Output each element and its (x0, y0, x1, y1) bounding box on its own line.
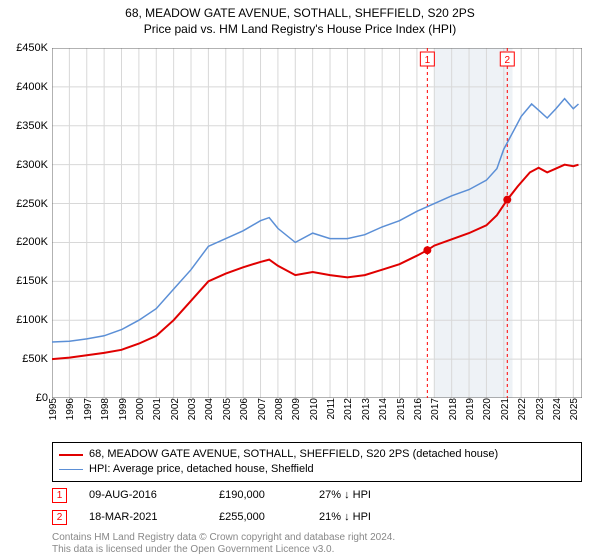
x-tick-label: 1995 (48, 398, 59, 420)
x-tick-label: 2006 (239, 398, 250, 420)
y-tick-label: £50K (22, 353, 48, 365)
x-tick-label: 2000 (135, 398, 146, 420)
legend-label: HPI: Average price, detached house, Shef… (89, 462, 314, 477)
y-tick-label: £350K (16, 120, 48, 132)
shaded-band (434, 48, 512, 398)
x-tick-label: 2004 (204, 398, 215, 420)
sale-price: £190,000 (219, 489, 319, 501)
sale-marker-number: 2 (504, 55, 510, 66)
x-tick-label: 2010 (309, 398, 320, 420)
chart-svg: 12 (52, 48, 582, 398)
footer-line2: This data is licensed under the Open Gov… (52, 544, 395, 556)
y-tick-label: £150K (16, 275, 48, 287)
x-tick-label: 2003 (187, 398, 198, 420)
x-tick-label: 2005 (222, 398, 233, 420)
title-address: 68, MEADOW GATE AVENUE, SOTHALL, SHEFFIE… (0, 6, 600, 20)
x-tick-label: 1997 (83, 398, 94, 420)
x-tick-label: 2014 (378, 398, 389, 420)
footer-attribution: Contains HM Land Registry data © Crown c… (52, 532, 395, 556)
x-tick-label: 2020 (482, 398, 493, 420)
legend-row: 68, MEADOW GATE AVENUE, SOTHALL, SHEFFIE… (59, 447, 575, 462)
y-tick-label: £100K (16, 314, 48, 326)
x-tick-label: 2001 (152, 398, 163, 420)
legend-label: 68, MEADOW GATE AVENUE, SOTHALL, SHEFFIE… (89, 447, 498, 462)
x-tick-label: 2013 (361, 398, 372, 420)
sale-date: 09-AUG-2016 (89, 489, 219, 501)
x-tick-label: 2021 (500, 398, 511, 420)
legend-swatch (59, 454, 83, 456)
sale-hpi-comparison: 21% ↓ HPI (319, 511, 429, 523)
chart-container: 68, MEADOW GATE AVENUE, SOTHALL, SHEFFIE… (0, 0, 600, 560)
x-tick-label: 1998 (100, 398, 111, 420)
x-tick-label: 2009 (291, 398, 302, 420)
sale-marker-number: 1 (425, 55, 431, 66)
x-tick-label: 2018 (448, 398, 459, 420)
y-tick-label: £250K (16, 198, 48, 210)
x-tick-label: 2012 (343, 398, 354, 420)
sale-point (423, 246, 431, 254)
sale-hpi-comparison: 27% ↓ HPI (319, 489, 429, 501)
y-tick-label: £200K (16, 236, 48, 248)
legend-swatch (59, 469, 83, 470)
x-tick-label: 2016 (413, 398, 424, 420)
sale-point (503, 196, 511, 204)
y-tick-label: £300K (16, 159, 48, 171)
x-tick-label: 2008 (274, 398, 285, 420)
x-tick-label: 2022 (517, 398, 528, 420)
x-tick-label: 2017 (430, 398, 441, 420)
x-tick-label: 1999 (118, 398, 129, 420)
sale-number-box: 2 (52, 510, 67, 525)
x-tick-label: 2023 (535, 398, 546, 420)
sale-number-box: 1 (52, 488, 67, 503)
title-subtitle: Price paid vs. HM Land Registry's House … (0, 22, 600, 36)
x-tick-label: 2011 (326, 398, 337, 420)
y-tick-label: £0 (36, 392, 48, 404)
x-tick-label: 2024 (552, 398, 563, 420)
sale-row: 1 09-AUG-2016 £190,000 27% ↓ HPI (52, 484, 582, 506)
legend-row: HPI: Average price, detached house, Shef… (59, 462, 575, 477)
sales-table: 1 09-AUG-2016 £190,000 27% ↓ HPI 2 18-MA… (52, 484, 582, 528)
sale-row: 2 18-MAR-2021 £255,000 21% ↓ HPI (52, 506, 582, 528)
x-tick-label: 2015 (396, 398, 407, 420)
footer-line1: Contains HM Land Registry data © Crown c… (52, 532, 395, 544)
x-tick-label: 2019 (465, 398, 476, 420)
x-tick-label: 2007 (257, 398, 268, 420)
title-block: 68, MEADOW GATE AVENUE, SOTHALL, SHEFFIE… (0, 0, 600, 36)
x-tick-label: 2025 (569, 398, 580, 420)
legend-box: 68, MEADOW GATE AVENUE, SOTHALL, SHEFFIE… (52, 442, 582, 482)
x-tick-label: 2002 (170, 398, 181, 420)
chart-plot-area: 12£0£50K£100K£150K£200K£250K£300K£350K£4… (52, 48, 582, 398)
sale-price: £255,000 (219, 511, 319, 523)
y-tick-label: £450K (16, 42, 48, 54)
y-tick-label: £400K (16, 81, 48, 93)
sale-date: 18-MAR-2021 (89, 511, 219, 523)
x-tick-label: 1996 (65, 398, 76, 420)
